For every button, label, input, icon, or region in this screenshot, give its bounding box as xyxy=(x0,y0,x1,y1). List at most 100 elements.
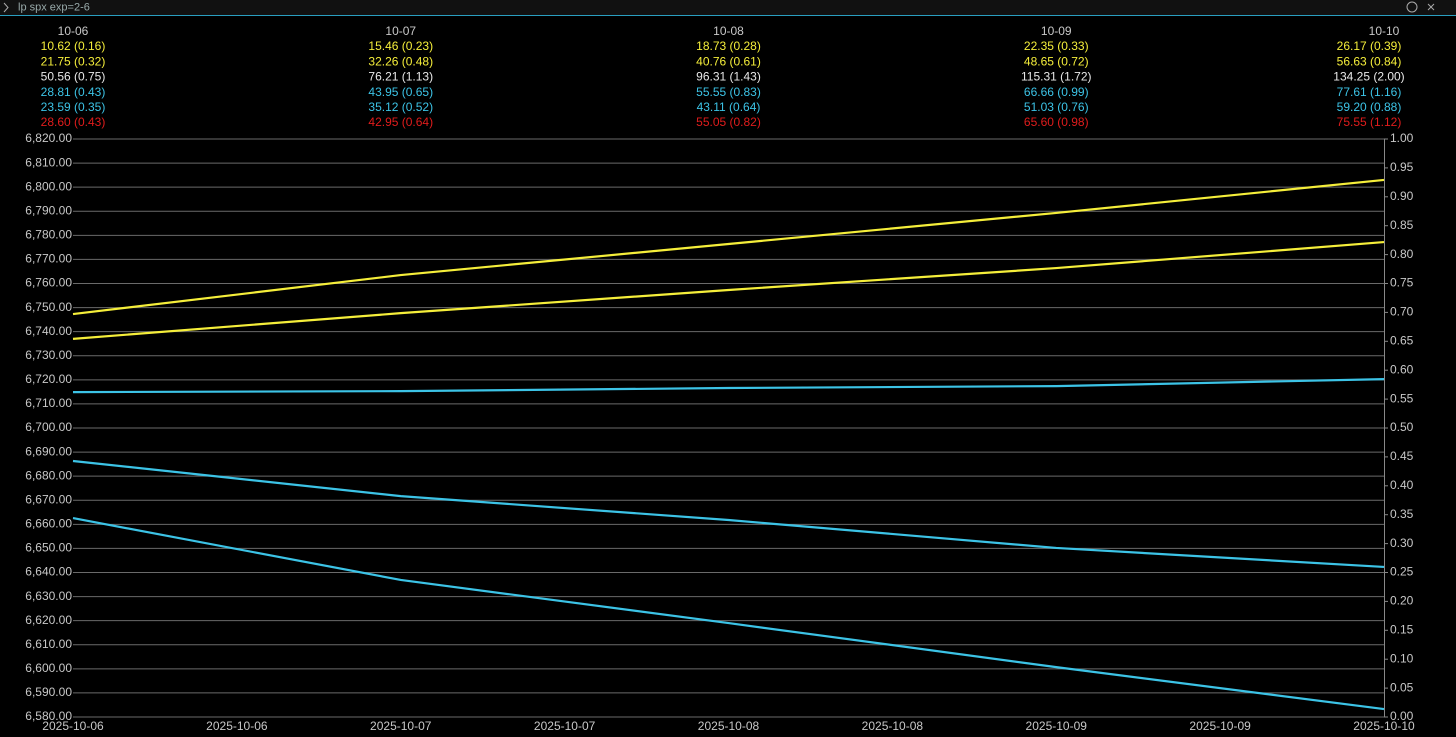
y2-tick-label: 0.40 xyxy=(1390,478,1414,492)
y-tick-label: 6,640.00 xyxy=(25,565,72,579)
x-tick-label: 2025-10-08 xyxy=(698,719,760,733)
x-tick-label: 2025-10-07 xyxy=(370,719,432,733)
table-cell: 28.81 (0.43) xyxy=(41,85,106,99)
y2-tick-label: 0.35 xyxy=(1390,507,1414,521)
table-cell: 21.75 (0.32) xyxy=(41,54,106,68)
y-tick-label: 6,680.00 xyxy=(25,468,72,482)
table-cell: 22.35 (0.33) xyxy=(1024,39,1089,53)
table-cell: 96.31 (1.43) xyxy=(696,70,761,84)
y-tick-label: 6,780.00 xyxy=(25,228,72,242)
table-cell: 50.56 (0.75) xyxy=(41,70,106,84)
y-tick-label: 6,630.00 xyxy=(25,589,72,603)
y2-tick-label: 0.80 xyxy=(1390,247,1414,261)
table-cell: 48.65 (0.72) xyxy=(1024,54,1089,68)
y2-tick-label: 0.70 xyxy=(1390,305,1414,319)
y2-tick-label: 0.55 xyxy=(1390,391,1414,405)
table-cell: 76.21 (1.13) xyxy=(368,70,433,84)
y-tick-label: 6,610.00 xyxy=(25,637,72,651)
y-tick-label: 6,750.00 xyxy=(25,300,72,314)
table-cell: 51.03 (0.76) xyxy=(1024,100,1089,114)
table-cell: 23.59 (0.35) xyxy=(41,100,106,114)
app-title: lp spx exp=2-6 xyxy=(18,1,90,13)
date-header: 10-06 xyxy=(58,24,89,38)
y-tick-label: 6,620.00 xyxy=(25,613,72,627)
y-tick-label: 6,760.00 xyxy=(25,276,72,290)
table-cell: 15.46 (0.23) xyxy=(368,39,433,53)
y-tick-label: 6,590.00 xyxy=(25,685,72,699)
y-tick-label: 6,720.00 xyxy=(25,372,72,386)
y2-tick-label: 0.95 xyxy=(1390,160,1414,174)
series-line xyxy=(72,459,1385,569)
y2-tick-label: 0.65 xyxy=(1390,333,1414,347)
y-tick-label: 6,810.00 xyxy=(25,155,72,169)
table-cell: 42.95 (0.64) xyxy=(368,115,433,129)
y-tick-label: 6,600.00 xyxy=(25,661,72,675)
series-line xyxy=(72,240,1385,340)
x-tick-label: 2025-10-09 xyxy=(1189,719,1251,733)
table-cell: 56.63 (0.84) xyxy=(1337,54,1402,68)
y-tick-label: 6,650.00 xyxy=(25,541,72,555)
y2-tick-label: 0.85 xyxy=(1390,218,1414,232)
table-cell: 10.62 (0.16) xyxy=(41,39,106,53)
series-line xyxy=(72,378,1385,394)
y-tick-label: 6,800.00 xyxy=(25,179,72,193)
table-cell: 75.55 (1.12) xyxy=(1337,115,1402,129)
table-cell: 43.11 (0.64) xyxy=(697,100,761,114)
y2-tick-label: 0.15 xyxy=(1390,622,1414,636)
table-cell: 134.25 (2.00) xyxy=(1333,70,1404,84)
expand-icon[interactable] xyxy=(3,2,9,13)
y2-tick-label: 0.25 xyxy=(1390,565,1414,579)
date-header: 10-07 xyxy=(385,24,416,38)
table-cell: 115.31 (1.72) xyxy=(1021,70,1092,84)
table-cell: 55.55 (0.83) xyxy=(696,85,761,99)
y2-tick-label: 0.60 xyxy=(1390,362,1414,376)
table-cell: 35.12 (0.52) xyxy=(368,100,433,114)
table-cell: 28.60 (0.43) xyxy=(41,115,106,129)
table-cell: 26.17 (0.39) xyxy=(1337,39,1402,53)
table-cell: 32.26 (0.48) xyxy=(368,54,433,68)
y-tick-label: 6,790.00 xyxy=(25,203,72,217)
x-tick-label: 2025-10-06 xyxy=(206,719,268,733)
date-header: 10-09 xyxy=(1041,24,1072,38)
y-tick-label: 6,670.00 xyxy=(25,492,72,506)
y-tick-label: 6,740.00 xyxy=(25,324,72,338)
y-tick-label: 6,690.00 xyxy=(25,444,72,458)
app-bar xyxy=(0,0,1456,15)
table-cell: 18.73 (0.28) xyxy=(696,39,761,53)
close-icon[interactable] xyxy=(1427,3,1435,11)
table-cell: 65.60 (0.98) xyxy=(1024,115,1089,129)
y2-tick-label: 0.45 xyxy=(1390,449,1414,463)
x-tick-label: 2025-10-10 xyxy=(1353,719,1415,733)
settings-icon[interactable] xyxy=(1406,1,1418,13)
x-tick-label: 2025-10-06 xyxy=(42,719,104,733)
table-cell: 59.20 (0.88) xyxy=(1337,100,1402,114)
series-line xyxy=(72,516,1385,711)
x-tick-label: 2025-10-07 xyxy=(534,719,596,733)
y-tick-label: 6,580.00 xyxy=(25,709,72,723)
y2-tick-label: 0.30 xyxy=(1390,536,1414,550)
table-cell: 43.95 (0.65) xyxy=(368,85,433,99)
y-tick-label: 6,820.00 xyxy=(25,131,72,145)
y2-tick-label: 0.00 xyxy=(1390,709,1414,723)
x-tick-label: 2025-10-08 xyxy=(862,719,924,733)
y-tick-label: 6,710.00 xyxy=(25,396,72,410)
table-cell: 55.05 (0.82) xyxy=(696,115,761,129)
y2-tick-label: 0.75 xyxy=(1390,276,1414,290)
y2-tick-label: 0.20 xyxy=(1390,594,1414,608)
y2-tick-label: 0.10 xyxy=(1390,651,1414,665)
y2-tick-label: 0.05 xyxy=(1390,680,1414,694)
date-header: 10-10 xyxy=(1369,24,1400,38)
y-tick-label: 6,770.00 xyxy=(25,252,72,266)
table-cell: 66.66 (0.99) xyxy=(1024,85,1089,99)
y-tick-label: 6,700.00 xyxy=(25,420,72,434)
y2-tick-label: 1.00 xyxy=(1390,131,1414,145)
table-cell: 77.61 (1.16) xyxy=(1337,85,1402,99)
y2-tick-label: 0.50 xyxy=(1390,420,1414,434)
table-cell: 40.76 (0.61) xyxy=(696,54,761,68)
y-tick-label: 6,730.00 xyxy=(25,348,72,362)
x-tick-label: 2025-10-09 xyxy=(1026,719,1088,733)
y2-tick-label: 0.90 xyxy=(1390,189,1414,203)
y-tick-label: 6,660.00 xyxy=(25,517,72,531)
